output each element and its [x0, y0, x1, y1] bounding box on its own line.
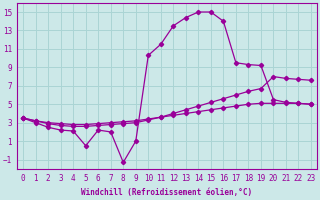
X-axis label: Windchill (Refroidissement éolien,°C): Windchill (Refroidissement éolien,°C) [82, 188, 252, 197]
